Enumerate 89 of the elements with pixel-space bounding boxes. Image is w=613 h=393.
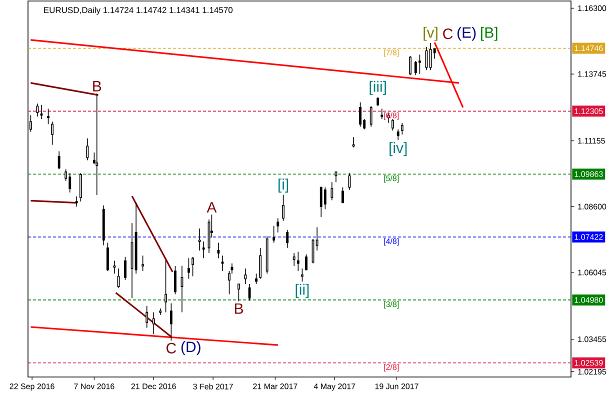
x-tick-label: 3 Feb 2017 [193, 384, 233, 390]
candlestick [202, 241, 205, 259]
candlestick [392, 118, 394, 132]
candlestick [198, 228, 201, 251]
annotation: C [166, 342, 176, 354]
annotation: B [234, 303, 243, 314]
annotation: [B] [481, 26, 498, 41]
y-tick-label: 1.06045 [578, 270, 606, 276]
candlestick [380, 108, 384, 120]
candlestick [164, 260, 167, 313]
annotation: [iv] [390, 142, 407, 156]
candlestick [58, 150, 60, 170]
candlestick [286, 229, 289, 248]
y-tick-label: 1.02195 [578, 368, 606, 375]
ref-line-label: 1.12305 [574, 108, 603, 114]
candlestick [174, 266, 176, 295]
candlestick [409, 55, 412, 76]
annotation: [4/8] [384, 238, 399, 246]
annotation: [5/8] [384, 175, 399, 183]
candlestick [51, 121, 54, 146]
text: EURUSD,Daily 1.14724 1.14742 1.14341 1.14570 [44, 6, 233, 15]
candlestick [272, 226, 276, 244]
candlestick [68, 172, 72, 193]
candlestick [359, 102, 362, 128]
x-tick-label: 22 Sep 2016 [10, 384, 54, 391]
y-tick-label: 1.11155 [578, 138, 605, 144]
ref-line-label: 1.14746 [574, 45, 603, 52]
ref-line-label: 1.07422 [574, 234, 603, 240]
candlestick [86, 138, 89, 161]
candlestick [142, 255, 144, 272]
candlestick [96, 93, 98, 196]
candlestick [47, 108, 50, 125]
annotation: B [93, 81, 102, 92]
candlestick [282, 194, 285, 222]
annotation: A [206, 202, 217, 212]
candlestick [400, 122, 404, 135]
candlestick [342, 186, 344, 204]
candlestick [255, 273, 258, 284]
candlestick [370, 106, 372, 128]
candlestick [79, 172, 82, 202]
candlestick [320, 186, 322, 218]
candlestick [170, 302, 172, 342]
candlestick [217, 242, 220, 259]
ref-line-label: 1.02539 [574, 360, 603, 366]
annotation: [2/8] [384, 364, 399, 372]
y-tick-label: 1.16300 [578, 5, 606, 12]
candlestick [188, 258, 190, 280]
annotation: [7/8] [384, 49, 399, 57]
candlestick [301, 268, 304, 282]
x-tick-label: 21 Dec 2016 [131, 384, 176, 390]
candlestick [75, 196, 78, 208]
candlestick [192, 256, 194, 277]
candlestick [124, 256, 126, 280]
candlestick [292, 252, 296, 266]
candlestick [396, 128, 400, 140]
candlestick [316, 226, 318, 251]
y-tick-label: 1.13745 [578, 71, 606, 77]
x-tick-label: 7 Nov 2016 [74, 384, 114, 390]
annotation: [v] [424, 26, 438, 41]
candlestick [152, 312, 155, 335]
x-tick-label: 21 Mar 2017 [253, 384, 298, 390]
x-tick-label: 19 Jun 2017 [375, 384, 418, 390]
ref-line-label: 1.09863 [574, 171, 603, 177]
candlestick [296, 251, 300, 272]
candlestick [414, 60, 417, 76]
annotation: [iii] [370, 80, 386, 95]
candlestick [259, 247, 262, 280]
annotation: [3/8] [384, 301, 399, 309]
candlestick [418, 54, 421, 74]
candlestick [330, 182, 334, 201]
annotation: (E) [458, 26, 476, 41]
ref-line-label: 1.04980 [574, 297, 603, 303]
candlestick [324, 186, 326, 210]
candlestick [305, 254, 308, 270]
candlestick [36, 103, 39, 117]
annotation: (D) [181, 341, 200, 356]
candlestick [238, 284, 240, 302]
candlestick [113, 260, 116, 274]
candlestick [276, 218, 280, 233]
y-tick-label: 1.03455 [578, 336, 606, 342]
annotation: C [443, 28, 453, 40]
y-tick-label: 1.08600 [578, 204, 606, 210]
candlestick [376, 96, 380, 107]
annotation: [i] [278, 178, 288, 193]
x-tick-label: 4 May 2017 [314, 384, 356, 391]
candlestick [146, 305, 148, 328]
candlestick [228, 270, 230, 295]
annotation: [ii] [296, 284, 309, 298]
candlestick [106, 242, 109, 272]
